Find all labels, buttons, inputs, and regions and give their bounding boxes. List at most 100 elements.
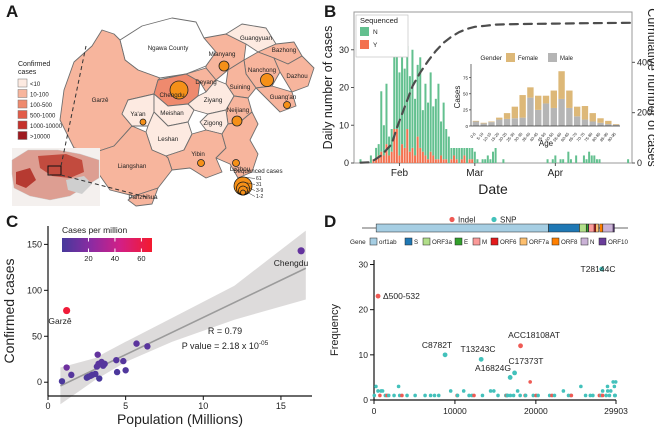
sequenced-circle-yibin — [197, 159, 205, 167]
panel-b-epicurve: 0 10 20 30 0 200 400 Feb Mar Apr Date Daily number … — [321, 8, 654, 197]
bar-nonsequenced — [411, 49, 414, 148]
bar-nonsequenced — [559, 159, 562, 163]
gene-segment-M — [588, 223, 595, 233]
ytick-right-label: 200 — [637, 108, 652, 118]
snp-point — [374, 384, 378, 389]
mutation-label-C17373T: C17373T — [509, 356, 544, 366]
sequenced-circle-mianyang — [218, 60, 230, 72]
bar-nonsequenced — [473, 151, 476, 163]
gene-legend-swatch-ORF3a — [422, 237, 431, 246]
xtick-label: Feb — [391, 168, 409, 179]
snp-point — [552, 393, 557, 398]
bar-nonsequenced — [445, 129, 448, 160]
map-region-label-suining: Suining — [230, 84, 251, 91]
inset-bar-male — [480, 123, 487, 126]
bar-nonsequenced — [440, 121, 443, 156]
gene-legend-swatch-N — [580, 237, 589, 246]
snp-point — [405, 393, 409, 398]
gene-legend-label-M: M — [482, 239, 487, 246]
bar-nonsequenced — [382, 125, 385, 156]
xtick-label: 0 — [45, 401, 50, 411]
bar-sequenced — [442, 159, 445, 163]
bar-sequenced — [390, 151, 393, 163]
inset-bar-female — [566, 90, 573, 108]
annotation-r: R = 0.79 — [208, 326, 242, 336]
snp-point — [613, 380, 618, 384]
map-region-label-garze: Garzê — [92, 97, 109, 104]
snp-point — [432, 393, 437, 398]
ytick-left-label: 10 — [339, 120, 349, 130]
bar-nonsequenced — [627, 159, 630, 163]
inset-ytick-label: 75 — [463, 75, 469, 80]
inset-bar-male — [527, 97, 534, 126]
sequenced-circle-guangan — [283, 101, 291, 109]
scatter-point — [113, 368, 121, 376]
map-region-label-dazhou: Dazhou — [286, 73, 308, 80]
bar-nonsequenced — [434, 98, 437, 160]
indel-point — [528, 380, 532, 384]
inset-bar-female — [511, 106, 519, 119]
sequenced-legend-line — [242, 189, 256, 197]
inset-bar-male — [581, 119, 589, 126]
gene-legend-label-ORF6: ORF6 — [500, 239, 517, 246]
inset-bar-male — [597, 122, 604, 126]
snp-point — [448, 389, 453, 393]
xtick-label: 15 — [276, 401, 286, 411]
snp-point — [461, 389, 466, 393]
bar-nonsequenced — [437, 83, 440, 160]
gene-legend-label-ORF3a: ORF3a — [432, 239, 453, 246]
snp-point — [436, 393, 441, 398]
inset-bar-male — [535, 109, 542, 126]
bar-sequenced — [434, 159, 437, 163]
gene-legend-swatch-orf1ab — [369, 237, 378, 246]
bar-sequenced — [471, 159, 474, 163]
bar-nonsequenced — [385, 83, 388, 145]
bar-sequenced — [419, 147, 422, 163]
inset-india — [16, 168, 36, 188]
snp-point — [423, 393, 427, 398]
panel-d-mutations: Indel SNP Gene orf1ab S ORF3a E M ORF6 ORF7a ORF8 N… — [329, 216, 629, 417]
inset-xtick-label: 20-25 — [497, 131, 508, 143]
xtick-label: 10 — [198, 401, 208, 411]
bar-sequenced — [398, 155, 401, 163]
inset-ytick-label: 0 — [465, 124, 468, 129]
bar-nonsequenced — [588, 151, 591, 163]
legend-swatch — [17, 99, 28, 109]
snp-point — [591, 393, 595, 398]
indel-point — [550, 393, 554, 398]
snp-point — [600, 389, 605, 393]
bar-sequenced — [411, 147, 414, 163]
inset-bar-male — [472, 121, 480, 126]
bar-nonsequenced — [447, 136, 450, 163]
gene-legend-label-orf1ab: orf1ab — [379, 239, 397, 246]
bar-nonsequenced — [466, 144, 469, 163]
legend-swatch — [17, 110, 28, 119]
bar-nonsequenced — [442, 102, 445, 160]
mutation-label-T13243C: T13243C — [461, 344, 496, 354]
mutation-label-Δ500-532: Δ500-532 — [383, 291, 420, 301]
sequenced-legend-size-label: 31 — [256, 182, 262, 188]
bar-sequenced — [455, 159, 458, 163]
bar-nonsequenced — [424, 83, 427, 156]
bar-nonsequenced — [590, 155, 593, 163]
x-axis-title: Population (Millions) — [117, 411, 243, 427]
bar-sequenced — [416, 136, 419, 163]
inset-xtick-label: 55-60 — [552, 131, 563, 143]
legend-swatch-label: Y — [373, 42, 378, 49]
inset-bar-male — [573, 116, 581, 126]
xtick-label: 10000 — [443, 406, 467, 416]
snp-point — [518, 393, 522, 398]
inset-bar-male — [605, 124, 612, 126]
inset-xtick-label: 50-55 — [544, 131, 555, 143]
ytick-label: 0 — [363, 395, 368, 405]
snp-point — [607, 393, 612, 398]
bar-nonsequenced — [502, 159, 505, 163]
zoom-connector-line — [60, 174, 151, 199]
map-region-label-luzhou: Luzhou — [230, 166, 251, 173]
inset-bar-female — [581, 106, 589, 120]
male-swatch — [548, 53, 557, 62]
snp-point — [508, 393, 513, 398]
bar-nonsequenced — [369, 155, 372, 163]
ytick-label: 150 — [27, 239, 42, 249]
